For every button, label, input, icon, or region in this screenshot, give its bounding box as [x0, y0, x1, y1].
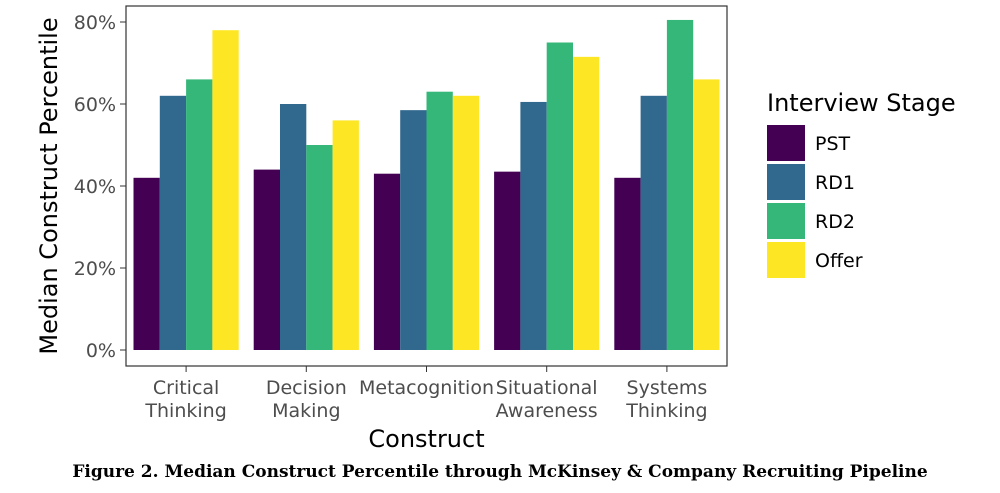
bar-offer: [573, 56, 600, 350]
y-tick-label: 60%: [74, 94, 116, 116]
bar-rd2: [426, 91, 453, 350]
bar-offer: [452, 95, 480, 350]
legend-key-pst: [767, 125, 805, 161]
figure-caption: Figure 2. Median Construct Percentile th…: [72, 462, 928, 482]
legend-label-rd2: RD2: [815, 211, 855, 233]
legend-title: Interview Stage: [767, 89, 956, 117]
bar-rd2: [666, 19, 694, 350]
x-tick-label: Systems Thinking: [625, 377, 707, 422]
bar-rd2: [186, 79, 213, 351]
x-tick-label: Critical Thinking: [144, 377, 226, 422]
x-tick-label: Metacognition: [359, 377, 494, 399]
legend-key-rd1: [767, 164, 805, 200]
bar-pst: [373, 173, 401, 350]
bar-offer: [693, 79, 720, 351]
bar-rd1: [640, 95, 667, 350]
bar-rd2: [546, 42, 573, 350]
x-tick-label: Decision Making: [266, 377, 347, 422]
legend-label-pst: PST: [815, 133, 851, 155]
legend-label-offer: Offer: [815, 250, 863, 272]
y-tick-label: 20%: [74, 258, 116, 280]
bar-pst: [133, 177, 160, 350]
x-axis-title: Construct: [368, 425, 484, 453]
bar-rd1: [520, 101, 547, 350]
legend-key-rd2: [767, 203, 805, 239]
bar-pst: [614, 177, 641, 350]
bar-rd1: [159, 95, 187, 350]
bar-pst: [494, 171, 521, 350]
bar-rd1: [280, 104, 307, 350]
bar-offer: [332, 120, 359, 351]
bar-chart: 0% 20% 40% 60% 80% Critical Thinking Decision Ma…: [35, 5, 956, 453]
y-tick-label: 80%: [74, 12, 116, 34]
y-tick-label: 40%: [74, 176, 116, 198]
bar-pst: [253, 169, 280, 350]
y-axis-title: Median Construct Percentile: [35, 17, 63, 354]
bar-rd1: [400, 110, 427, 351]
y-tick-label: 0%: [86, 340, 116, 362]
bar-offer: [212, 30, 239, 350]
legend-label-rd1: RD1: [815, 172, 855, 194]
x-tick-label: Situational Awareness: [496, 377, 598, 422]
bar-rd2: [306, 145, 333, 350]
legend-key-offer: [767, 242, 805, 278]
